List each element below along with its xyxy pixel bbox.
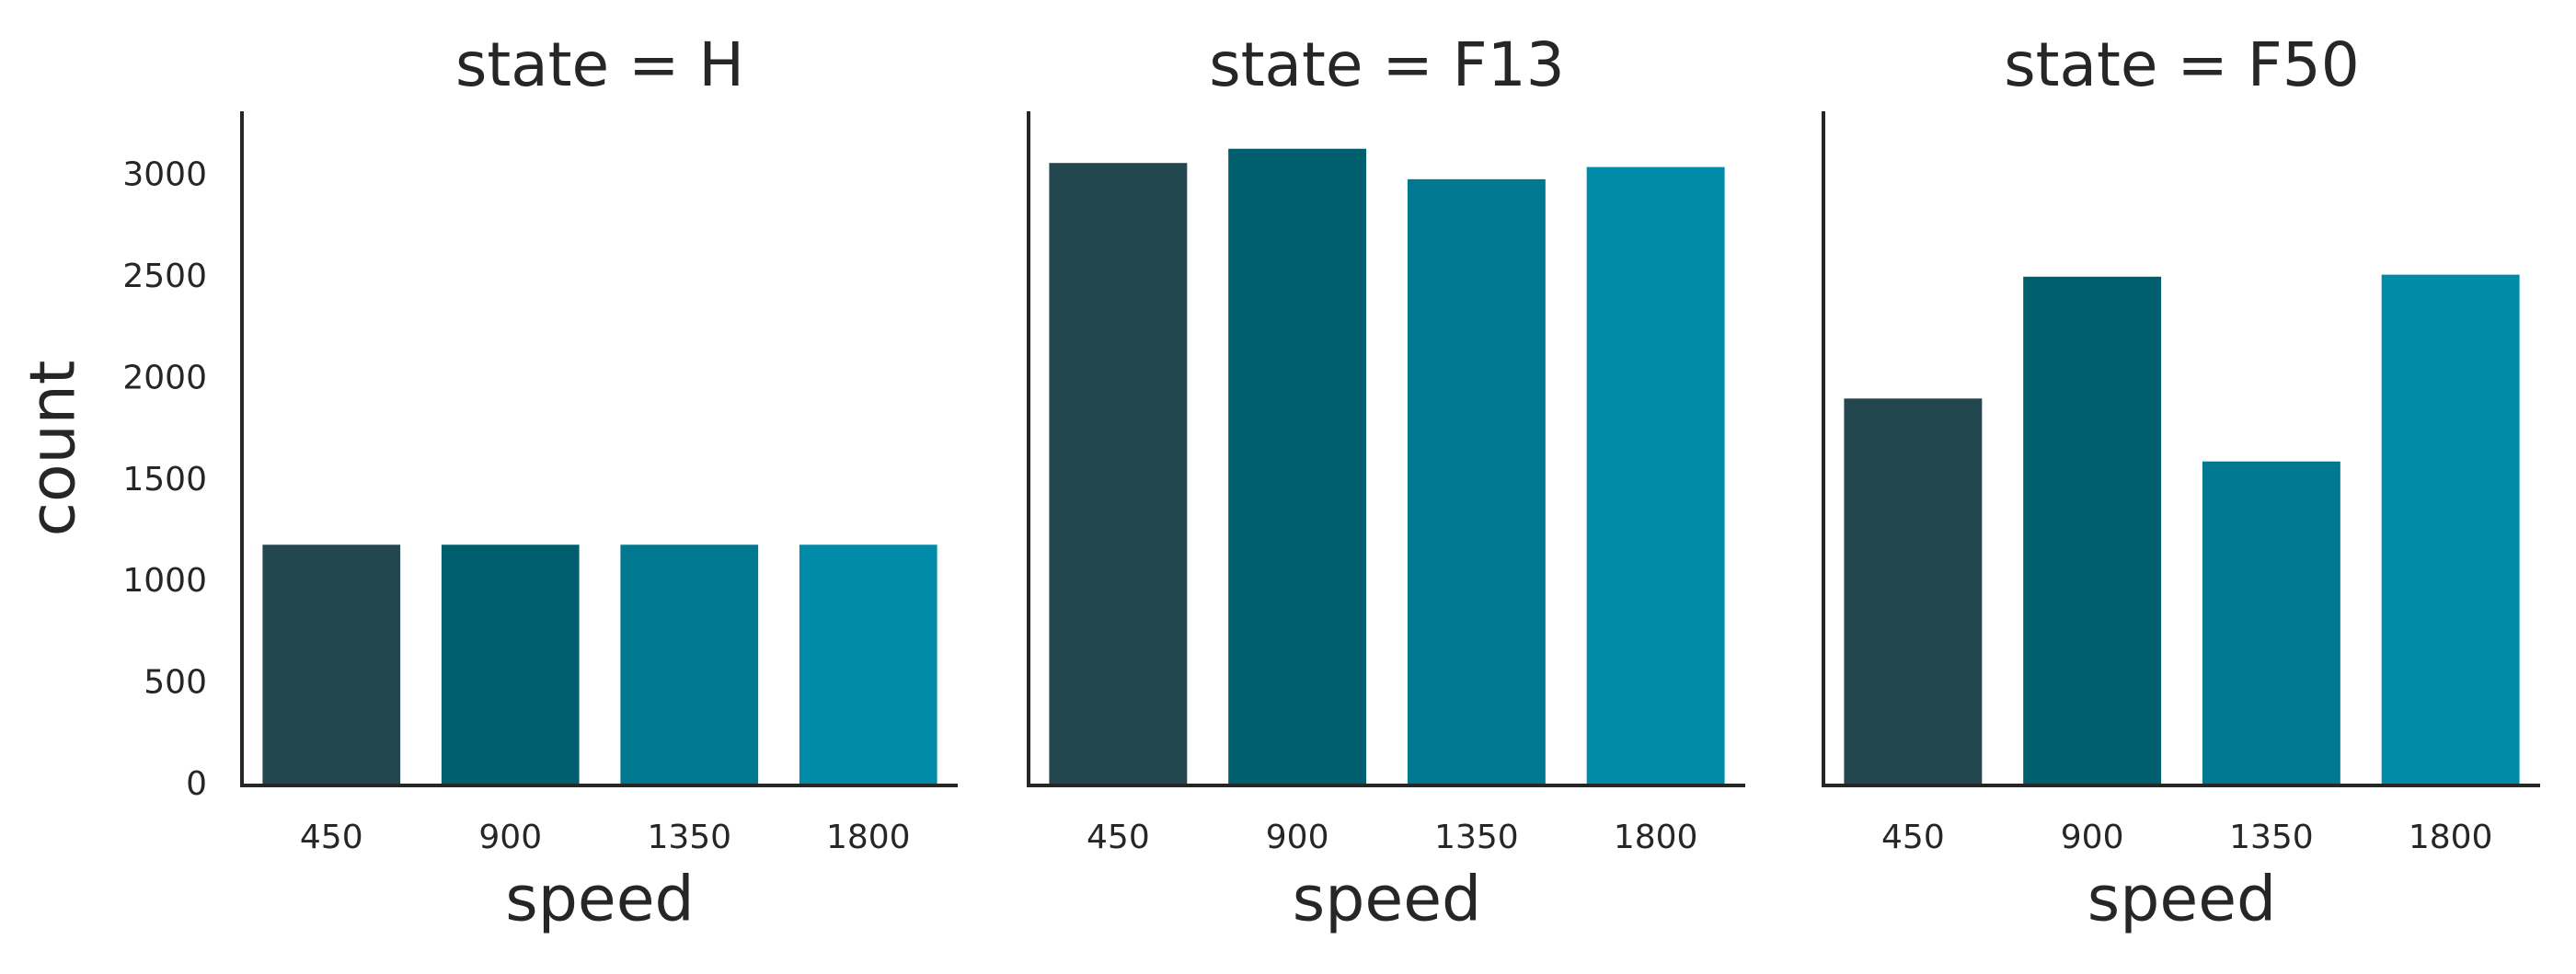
bar: [797, 543, 939, 786]
x-tick-label: 1800: [2409, 819, 2493, 856]
bar: [439, 543, 581, 786]
panel-title: state = H: [455, 29, 744, 100]
y-tick-label: 500: [144, 664, 207, 702]
x-tick-label: 450: [1881, 819, 1945, 856]
x-axis-label: speed: [505, 864, 694, 936]
bar: [618, 543, 761, 786]
x-tick-label: 900: [2061, 819, 2124, 856]
bar: [1405, 177, 1547, 786]
x-tick-label: 1800: [826, 819, 911, 856]
panel-title: state = F13: [1209, 29, 1564, 100]
y-tick-label: 3000: [122, 156, 207, 194]
bar: [260, 543, 403, 786]
x-tick-label: 1350: [1434, 819, 1519, 856]
bar: [2379, 272, 2522, 786]
panel-title: state = F50: [2004, 29, 2359, 100]
x-tick-label: 1350: [647, 819, 731, 856]
y-axis-label: count: [17, 361, 90, 537]
bar: [1047, 161, 1190, 786]
x-tick-label: 450: [300, 819, 363, 856]
x-axis-label: speed: [2087, 864, 2276, 936]
x-tick-label: 900: [1266, 819, 1329, 856]
x-axis-label: speed: [1293, 864, 1481, 936]
x-tick-label: 900: [478, 819, 542, 856]
x-tick-label: 1800: [1614, 819, 1698, 856]
x-tick-label: 450: [1087, 819, 1150, 856]
y-tick-label: 0: [186, 765, 207, 803]
y-tick-label: 1500: [122, 461, 207, 498]
bar: [1226, 146, 1369, 786]
y-tick-label: 2500: [122, 258, 207, 295]
y-tick-label: 1000: [122, 562, 207, 600]
bar: [2021, 274, 2164, 786]
bar: [1842, 396, 1984, 786]
bar: [1584, 165, 1727, 786]
bar: [2200, 459, 2342, 786]
y-tick-label: 2000: [122, 359, 207, 396]
x-tick-label: 1350: [2229, 819, 2314, 856]
